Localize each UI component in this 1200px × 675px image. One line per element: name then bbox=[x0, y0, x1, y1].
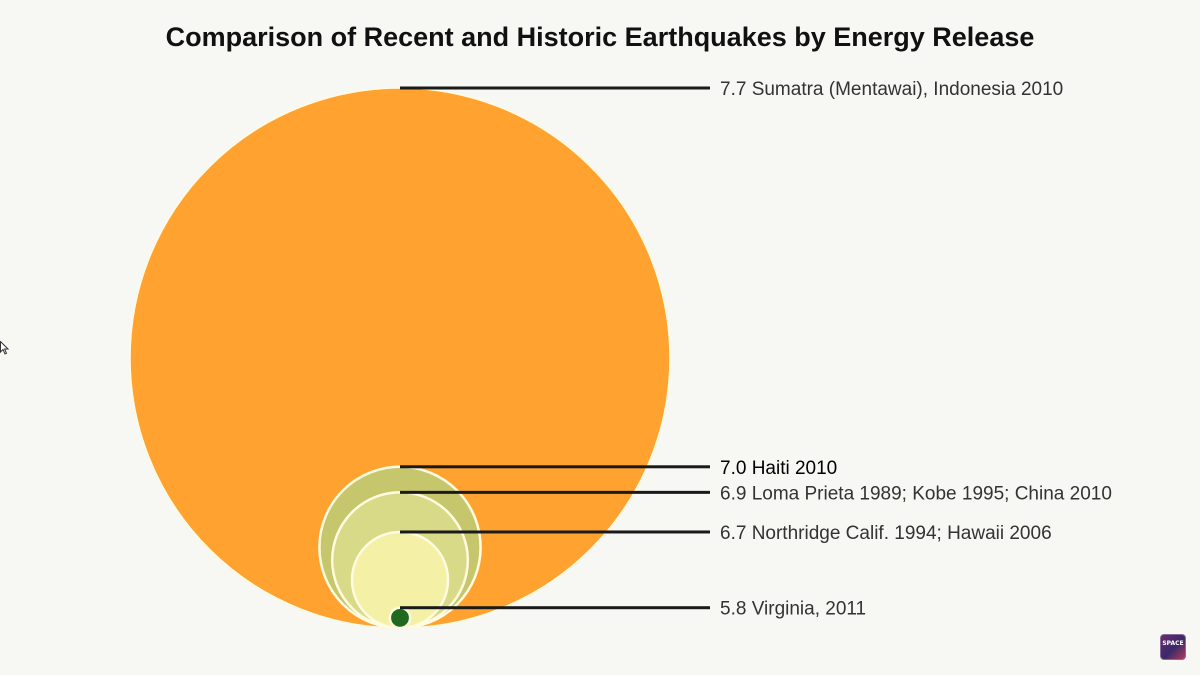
bubble-group bbox=[129, 87, 671, 630]
bubble-5-8 bbox=[388, 606, 412, 630]
mouse-pointer-icon bbox=[0, 340, 10, 360]
pointer-line bbox=[400, 606, 710, 610]
bubble-label: 6.9 Loma Prieta 1989; Kobe 1995; China 2… bbox=[720, 483, 1112, 504]
pointer-line bbox=[400, 86, 710, 90]
pointer-line bbox=[400, 465, 710, 469]
bubble-label: 7.0 Haiti 2010 bbox=[720, 458, 837, 479]
bubble-label: 5.8 Virginia, 2011 bbox=[720, 599, 866, 620]
pointer-line bbox=[400, 530, 710, 534]
bubble-label: 6.7 Northridge Calif. 1994; Hawaii 2006 bbox=[720, 523, 1052, 544]
chart-title: Comparison of Recent and Historic Earthq… bbox=[166, 22, 1035, 52]
space-logo: SPACE bbox=[1160, 634, 1186, 660]
bubble-label: 7.7 Sumatra (Mentawai), Indonesia 2010 bbox=[720, 79, 1063, 100]
space-logo-text: SPACE bbox=[1162, 640, 1184, 647]
pointer-line bbox=[400, 490, 710, 494]
callout-group: 7.7 Sumatra (Mentawai), Indonesia 2010 7.… bbox=[400, 79, 1112, 620]
